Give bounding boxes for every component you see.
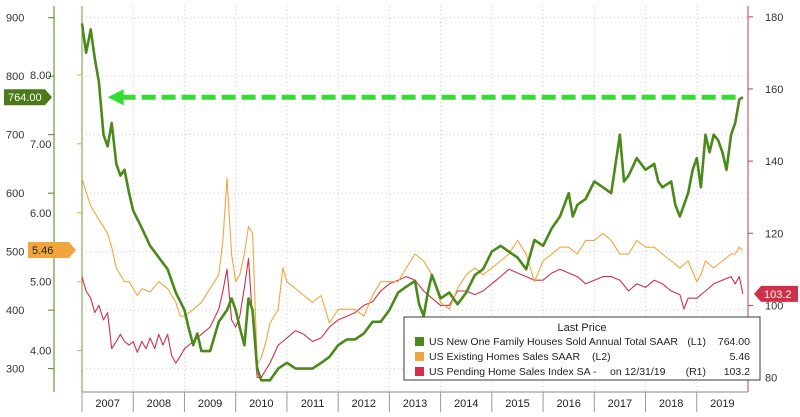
legend-label-new-home-sales: US New One Family Houses Sold Annual Tot… xyxy=(429,336,678,348)
l2-tick-label: 5.00 xyxy=(30,277,51,289)
x-tick-label: 2010 xyxy=(249,398,273,410)
l1-tick-label: 900 xyxy=(6,13,24,25)
l1-tick-label: 800 xyxy=(6,71,24,83)
legend-swatch-existing-home-sales xyxy=(415,352,424,361)
legend-note-pending-home-sales: on 12/31/19 xyxy=(610,366,666,378)
l1-tick-label: 600 xyxy=(6,188,24,200)
l2-tick-label: 8.00 xyxy=(30,70,51,82)
badge-l2-label: 5.46 xyxy=(32,245,53,257)
reference-arrow-head xyxy=(107,89,124,106)
r1-tick-label: 80 xyxy=(765,373,777,385)
legend-label-pending-home-sales: US Pending Home Sales Index SA - xyxy=(429,366,597,378)
legend-label-existing-home-sales: US Existing Homes Sales SAAR xyxy=(429,351,581,363)
chart-legend: Last Price US New One Family Houses Sold… xyxy=(403,316,761,381)
x-tick-label: 2014 xyxy=(454,398,478,410)
l2-tick-label: 4.00 xyxy=(30,346,51,358)
x-tick-label: 2011 xyxy=(301,398,325,410)
l1-tick-label: 500 xyxy=(6,247,24,259)
badge-l1-shape xyxy=(4,89,52,106)
l1-tick-label: 300 xyxy=(6,364,24,376)
x-tick-label: 2008 xyxy=(147,398,171,410)
legend-swatch-new-home-sales xyxy=(415,337,424,346)
x-tick-label: 2009 xyxy=(198,398,222,410)
series-line-pending-home-sales xyxy=(81,257,744,379)
r1-tick-label: 100 xyxy=(765,300,783,312)
legend-axis-existing-home-sales: (L2) xyxy=(592,351,611,363)
x-tick-label: 2013 xyxy=(403,398,427,410)
reference-line xyxy=(107,89,741,106)
series-line-existing-home-sales xyxy=(81,177,744,365)
r1-tick-label: 120 xyxy=(765,228,783,240)
left-axis-l1: 300 400 500 600 700 800 900 xyxy=(6,6,55,392)
legend-title: Last Price xyxy=(558,322,607,334)
x-tick-label: 2015 xyxy=(505,398,529,410)
x-tick-label: 2007 xyxy=(95,398,119,410)
l1-tick-label: 700 xyxy=(6,130,24,142)
badge-r1-shape xyxy=(754,285,798,302)
legend-box xyxy=(403,316,761,381)
series-line-new-home-sales xyxy=(80,23,744,382)
x-axis: 2007 2008 2009 2010 2011 2012 2013 2014 2015 2016… xyxy=(81,392,735,412)
r1-tick-label: 180 xyxy=(765,12,783,24)
x-tick-label: 2012 xyxy=(352,398,376,410)
r1-tick-label: 140 xyxy=(765,156,783,168)
l1-tick-label: 400 xyxy=(6,305,24,317)
x-tick-label: 2016 xyxy=(556,398,580,410)
legend-swatch-pending-home-sales xyxy=(415,367,424,376)
x-tick-label: 2019 xyxy=(710,398,734,410)
l2-tick-label: 7.00 xyxy=(30,139,51,151)
right-axis-r1: 80 100 120 140 160 180 xyxy=(748,12,783,385)
grid-lines xyxy=(81,6,749,393)
legend-value-pending-home-sales: 103.2 xyxy=(724,366,750,378)
legend-value-existing-home-sales: 5.46 xyxy=(730,351,751,363)
r1-tick-label: 160 xyxy=(765,84,783,96)
badge-l1-label: 764.00 xyxy=(8,92,42,104)
badge-l2-shape xyxy=(28,242,76,259)
legend-axis-pending-home-sales: (R1) xyxy=(686,366,706,378)
badge-r1-label: 103.2 xyxy=(764,289,792,301)
legend-axis-new-home-sales: (L1) xyxy=(687,336,706,348)
current-value-badges: 764.00 5.46 103.2 xyxy=(4,89,798,302)
x-tick-label: 2018 xyxy=(659,398,683,410)
x-tick-label: 2017 xyxy=(608,398,632,410)
l2-tick-label: 6.00 xyxy=(30,208,51,220)
left-axis-l2: 4.00 5.00 6.00 7.00 8.00 xyxy=(30,70,82,358)
series-lines xyxy=(80,23,744,382)
legend-value-new-home-sales: 764.00 xyxy=(718,336,750,348)
